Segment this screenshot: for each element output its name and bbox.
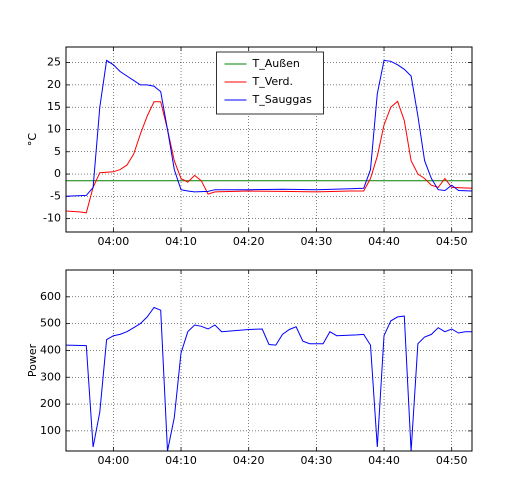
plot-area	[66, 59, 472, 214]
x-tick-label: 04:40	[368, 235, 400, 248]
x-tick-label: 04:20	[233, 235, 265, 248]
series-line	[66, 306, 472, 451]
plot-frame	[65, 46, 473, 233]
y-tick-label: 500	[40, 317, 61, 330]
x-tick-label: 04:50	[436, 235, 468, 248]
x-tick-label: 04:20	[233, 454, 265, 467]
y-tick-label: 200	[40, 397, 61, 410]
y-tick-label: 25	[47, 56, 61, 69]
plot-frame	[65, 269, 473, 452]
x-tick-label: 04:10	[165, 235, 197, 248]
legend-box	[216, 51, 324, 115]
y-tick-label: 20	[47, 78, 61, 91]
x-tick-label: 04:30	[301, 454, 333, 467]
series-line	[66, 100, 472, 214]
series-line	[66, 59, 472, 197]
y-tick-label: -10	[43, 212, 61, 225]
y-tick-label: 400	[40, 343, 61, 356]
legend-label: T_Verd.	[252, 75, 293, 88]
y-tick-label: -5	[50, 189, 61, 202]
x-tick-label: 04:00	[98, 454, 130, 467]
y-tick-label: 100	[40, 424, 61, 437]
x-tick-label: 04:40	[368, 454, 400, 467]
x-tick-label: 04:30	[301, 235, 333, 248]
x-tick-label: 04:50	[436, 454, 468, 467]
x-tick-label: 04:10	[165, 454, 197, 467]
y-tick-label: 5	[54, 145, 61, 158]
y-tick-label: 600	[40, 290, 61, 303]
legend-label: T_Sauggas	[252, 93, 313, 106]
y-tick-label: 300	[40, 370, 61, 383]
legend-label: T_Außen	[252, 57, 300, 70]
y-axis-label: Power	[26, 343, 39, 377]
y-tick-label: 15	[47, 100, 61, 113]
plot-area	[66, 306, 472, 451]
y-tick-label: 10	[47, 122, 61, 135]
y-tick-label: 0	[54, 167, 61, 180]
x-tick-label: 04:00	[98, 235, 130, 248]
y-axis-label: °C	[26, 133, 39, 147]
